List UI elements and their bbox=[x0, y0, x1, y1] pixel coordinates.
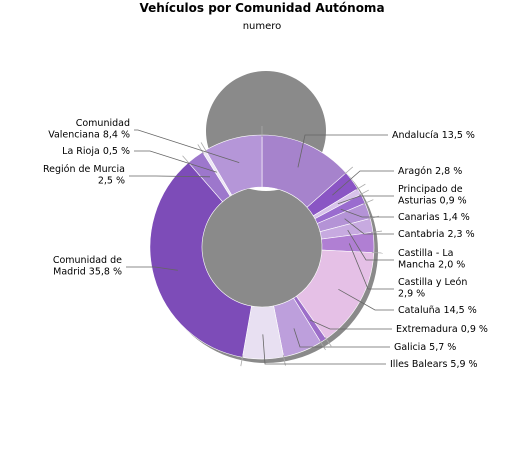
leader-extremadura bbox=[309, 319, 392, 330]
leader-canarias bbox=[340, 208, 394, 218]
label-line: Cataluña 14,5 % bbox=[398, 305, 477, 316]
leader-principado-de-asturias bbox=[337, 195, 394, 205]
tick-galicia bbox=[319, 340, 326, 351]
tick-comunidad-valenciana bbox=[200, 142, 207, 153]
label-line: Valenciana 8,4 % bbox=[48, 130, 130, 141]
label-cataluna: Cataluña 14,5 % bbox=[398, 305, 477, 316]
slice-comunidad-de-madrid bbox=[149, 162, 252, 358]
donut-slices bbox=[149, 134, 375, 360]
label-line: Comunidad bbox=[76, 118, 130, 129]
tick-region-de-murcia bbox=[182, 155, 191, 165]
label-cantabria: Cantabria 2,3 % bbox=[398, 229, 475, 240]
label-la-rioja: La Rioja 0,5 % bbox=[62, 146, 130, 157]
slice-tick-marks bbox=[182, 126, 383, 367]
label-principado-de-asturias: Principado de Asturias 0,9 % bbox=[398, 184, 467, 207]
label-castilla-la-mancha: Castilla - La Mancha 2,0 % bbox=[398, 248, 465, 271]
slice-labels: Andalucía 13,5 % Aragón 2,8 % Principado d… bbox=[43, 118, 488, 370]
label-line: Castilla - La bbox=[398, 248, 453, 259]
label-line: Canarias 1,4 % bbox=[398, 212, 470, 223]
label-aragon: Aragón 2,8 % bbox=[398, 166, 462, 177]
leader-galicia bbox=[293, 328, 390, 348]
label-line: 2,5 % bbox=[98, 176, 125, 187]
tick-cantabria bbox=[363, 199, 374, 205]
leader-region-de-murcia bbox=[129, 175, 210, 178]
tick-la-rioja bbox=[197, 144, 204, 154]
label-line: Principado de bbox=[398, 184, 463, 195]
label-line: La Rioja 0,5 % bbox=[62, 146, 130, 157]
tick-castilla-y-leon bbox=[370, 230, 383, 233]
label-castilla-y-leon: Castilla y León 2,9 % bbox=[398, 277, 467, 300]
leader-comunidad-de-madrid bbox=[126, 266, 178, 271]
leader-comunidad-valenciana bbox=[134, 129, 240, 164]
label-line: Cantabria 2,3 % bbox=[398, 229, 475, 240]
label-line: Madrid 35,8 % bbox=[53, 267, 122, 278]
leader-la-rioja bbox=[134, 150, 217, 173]
chart-subtitle: numero bbox=[243, 21, 282, 32]
label-line: Región de Murcia bbox=[43, 164, 125, 175]
label-line: Illes Balears 5,9 % bbox=[390, 359, 478, 370]
label-line: Aragón 2,8 % bbox=[398, 166, 462, 177]
label-comunidad-valenciana: Comunidad Valenciana 8,4 % bbox=[48, 118, 130, 141]
label-line: Mancha 2,0 % bbox=[398, 260, 465, 271]
label-canarias: Canarias 1,4 % bbox=[398, 212, 470, 223]
label-galicia: Galicia 5,7 % bbox=[394, 342, 456, 353]
label-line: Galicia 5,7 % bbox=[394, 342, 456, 353]
label-line: Andalucía 13,5 % bbox=[392, 130, 475, 141]
label-extremadura: Extremadura 0,9 % bbox=[396, 324, 488, 335]
leader-cantabria bbox=[344, 218, 394, 235]
tick-canarias bbox=[358, 189, 369, 196]
label-comunidad-de-madrid: Comunidad de Madrid 35,8 % bbox=[53, 255, 122, 278]
chart-title: Vehículos por Comunidad Autónoma bbox=[139, 1, 384, 15]
label-andalucia: Andalucía 13,5 % bbox=[392, 130, 475, 141]
tick-cataluna bbox=[371, 252, 383, 254]
leader-castilla-la-mancha bbox=[347, 229, 394, 261]
leader-cataluna bbox=[338, 288, 394, 311]
leader-andalucia bbox=[297, 134, 388, 168]
label-line: Castilla y León bbox=[398, 277, 467, 288]
tick-principado-de-asturias bbox=[355, 183, 366, 191]
label-region-de-murcia: Región de Murcia 2,5 % bbox=[43, 164, 125, 187]
leader-illes-balears bbox=[262, 334, 386, 365]
leader-castilla-y-leon bbox=[348, 243, 394, 290]
label-line: Extremadura 0,9 % bbox=[396, 324, 488, 335]
tick-extremadura bbox=[324, 336, 332, 347]
label-line: Comunidad de bbox=[53, 255, 122, 266]
tick-aragon bbox=[344, 166, 354, 175]
label-illes-balears: Illes Balears 5,9 % bbox=[390, 359, 478, 370]
label-leaders bbox=[126, 129, 394, 365]
tick-comunidad-de-madrid bbox=[240, 355, 244, 367]
label-line: Asturias 0,9 % bbox=[398, 196, 467, 207]
leader-aragon bbox=[332, 170, 394, 196]
label-line: 2,9 % bbox=[398, 289, 425, 300]
